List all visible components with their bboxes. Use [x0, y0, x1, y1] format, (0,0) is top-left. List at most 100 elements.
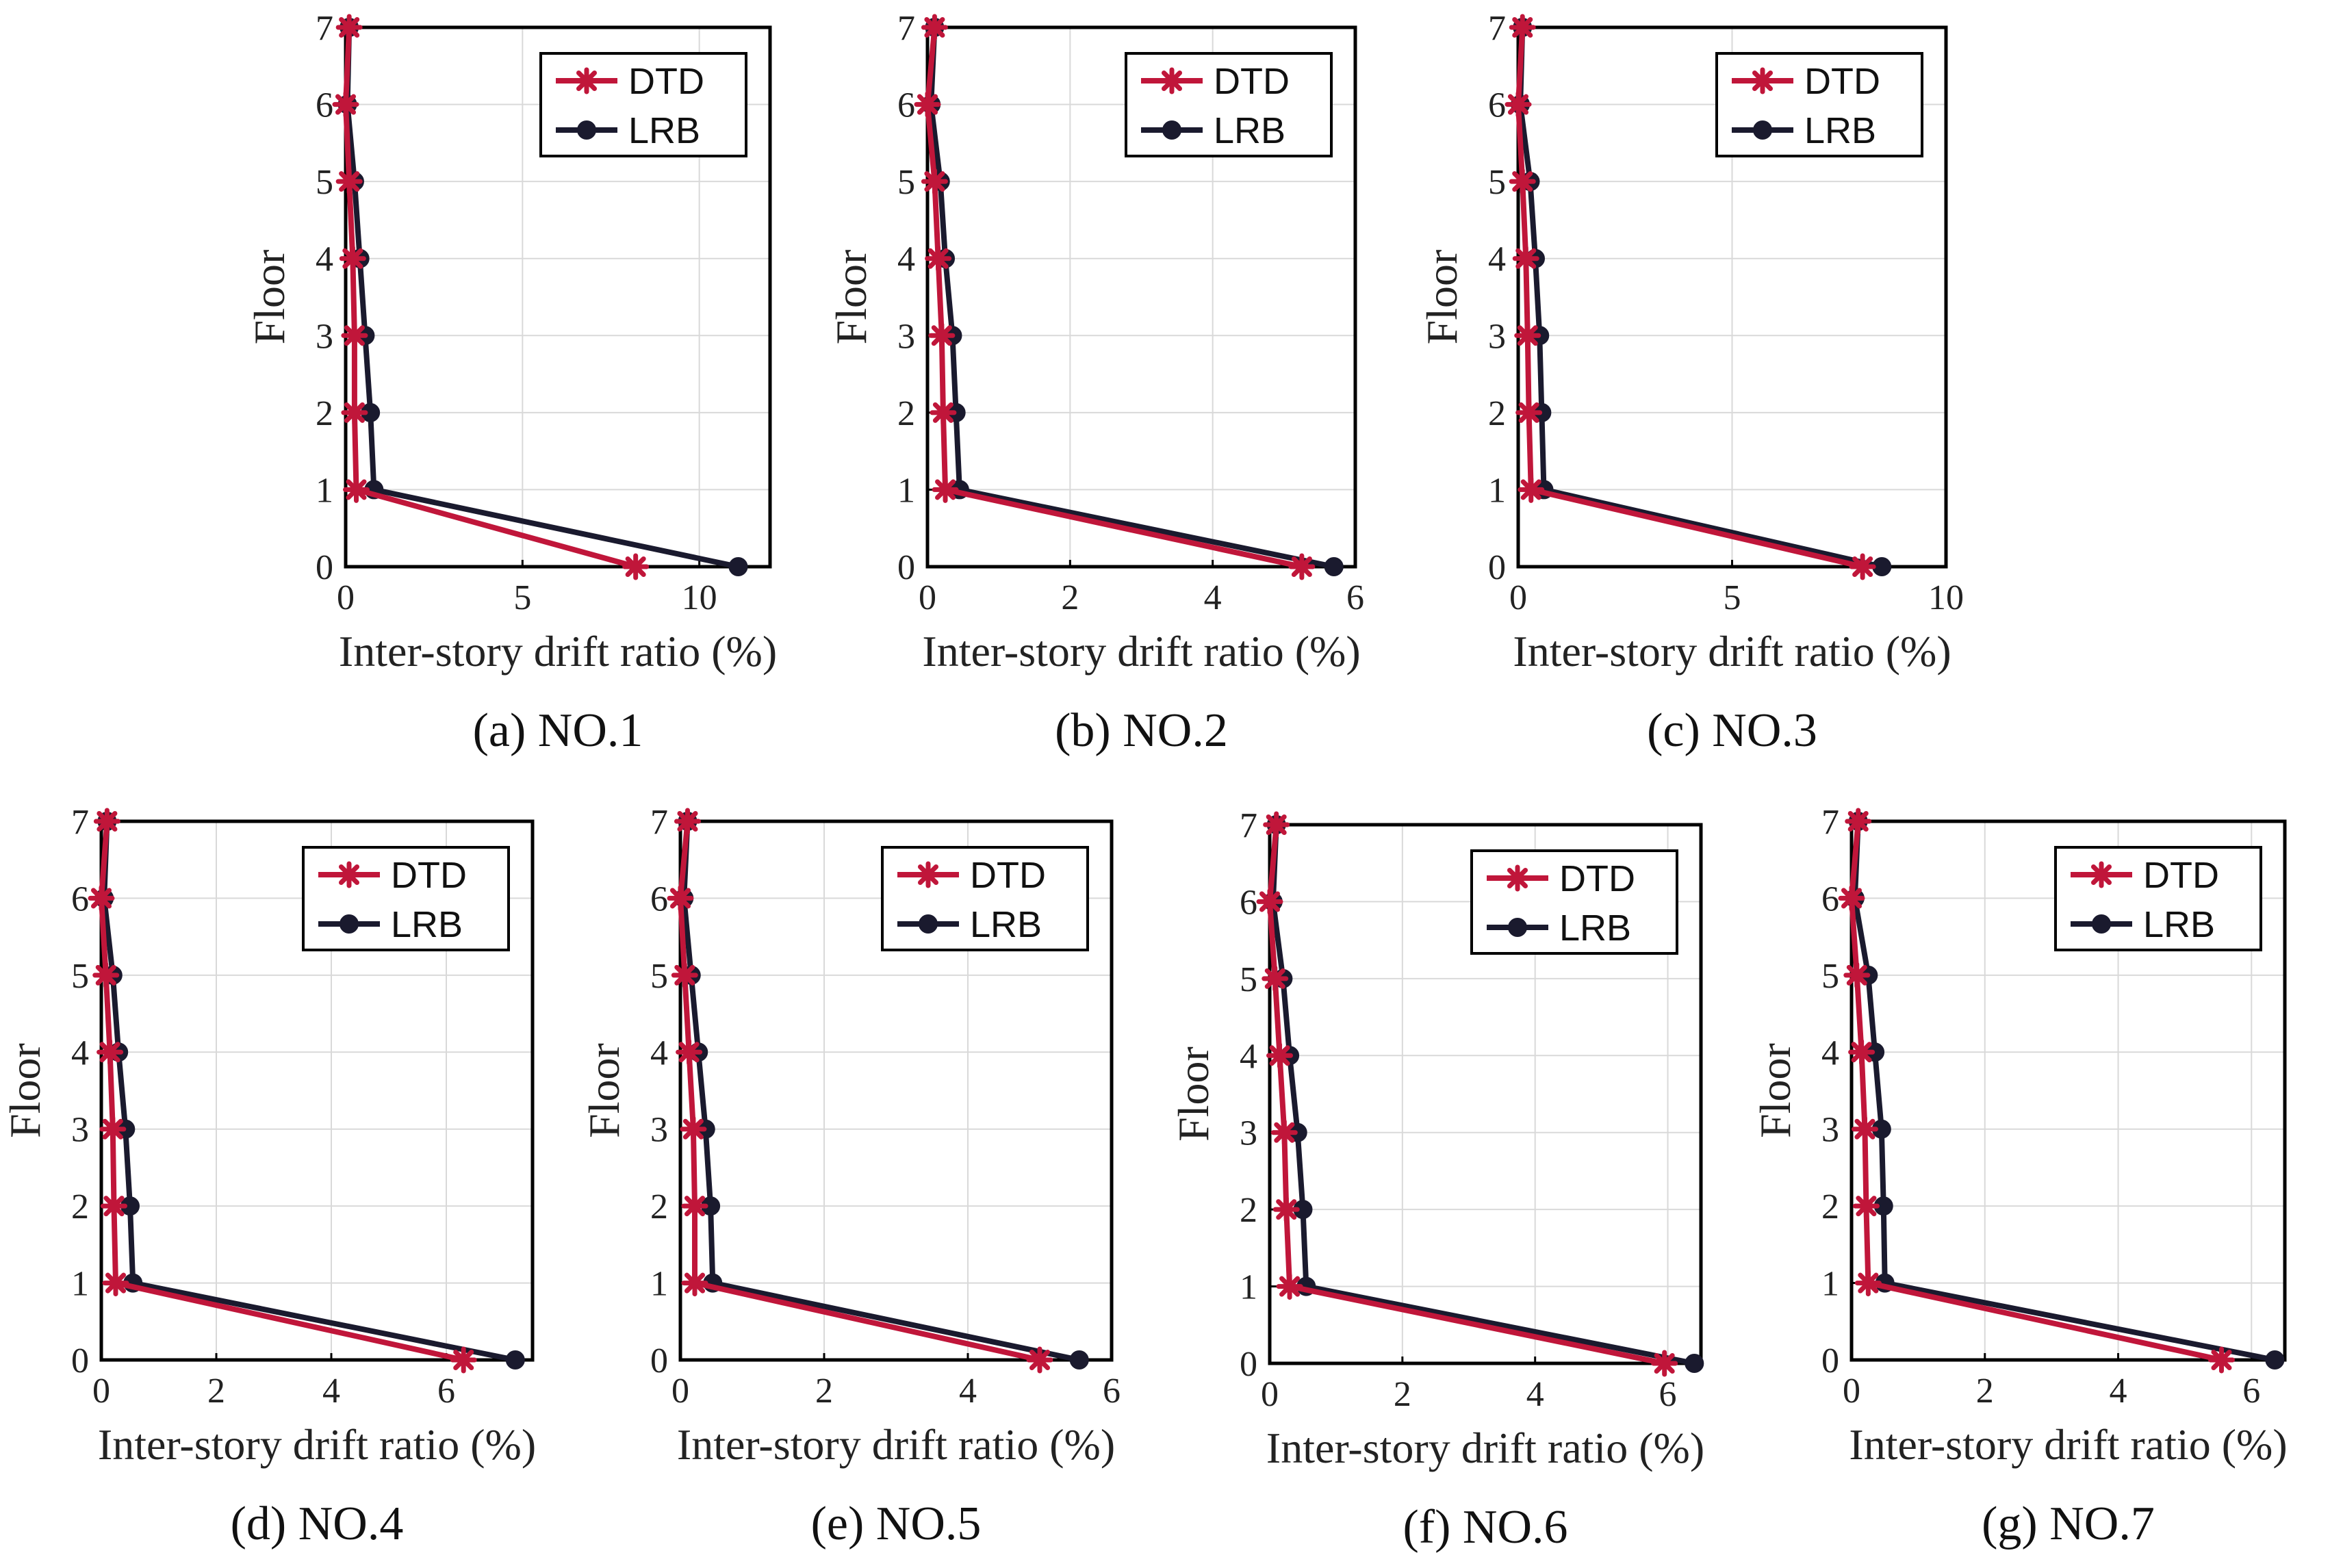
- y-tick-label: 0: [71, 1341, 89, 1380]
- data-point-dtd: [1843, 962, 1871, 989]
- panel-caption: (a) NO.1: [473, 704, 643, 757]
- legend-label-dtd: DTD: [391, 855, 467, 896]
- data-point-dtd: [335, 168, 363, 195]
- data-point-dtd: [1851, 1116, 1878, 1143]
- x-axis-title: Inter-story drift ratio (%): [339, 627, 777, 676]
- series-line-lrb: [101, 821, 516, 1363]
- panel-caption: (c) NO.3: [1647, 704, 1817, 757]
- x-tick-label: 0: [919, 578, 936, 617]
- data-point-dtd: [92, 962, 120, 989]
- data-point-dtd: [97, 1038, 124, 1066]
- legend-label-lrb: LRB: [1214, 110, 1285, 151]
- y-tick-label: 1: [650, 1265, 668, 1304]
- data-point-dtd: [339, 245, 366, 272]
- x-tick-label: 6: [2242, 1372, 2260, 1411]
- data-point-dtd: [1509, 168, 1536, 195]
- data-point-lrb: [1685, 1354, 1704, 1373]
- legend-marker-dtd: [1504, 864, 1531, 892]
- y-tick-label: 7: [316, 9, 333, 48]
- legend-label-dtd: DTD: [2143, 855, 2219, 896]
- data-point-dtd: [622, 553, 650, 580]
- legend-label-lrb: LRB: [391, 904, 463, 945]
- data-point-dtd: [332, 91, 359, 118]
- y-tick-label: 7: [71, 803, 89, 842]
- y-tick-label: 0: [316, 548, 333, 587]
- chart-panel-5: 0 2 4 6 0 1 2 3 4 5 6 7 Inter-story drift ratio (%) F…: [580, 803, 1121, 1550]
- y-tick-label: 5: [1488, 163, 1506, 202]
- data-point-dtd: [1514, 322, 1541, 349]
- data-point-dtd: [674, 808, 701, 835]
- y-tick-label: 4: [1821, 1033, 1839, 1072]
- x-tick-label: 4: [1526, 1375, 1544, 1414]
- y-tick-label: 0: [1240, 1345, 1257, 1384]
- y-axis-title: Floor: [245, 250, 294, 345]
- data-point-dtd: [925, 245, 952, 272]
- y-axis-title: Floor: [1751, 1043, 1800, 1138]
- legend-marker-lrb: [340, 914, 359, 934]
- chart-panel-4: 0 2 4 6 0 1 2 3 4 5 6 7 Inter-story drift ratio (%) F…: [1, 803, 536, 1550]
- legend-marker-dtd: [573, 67, 600, 94]
- legend-marker-dtd: [1749, 67, 1776, 94]
- y-tick-label: 7: [1240, 806, 1257, 845]
- y-tick-label: 2: [650, 1187, 668, 1226]
- plot-frame: [344, 25, 772, 569]
- x-axis-title: Inter-story drift ratio (%): [98, 1420, 536, 1469]
- legend-label-lrb: LRB: [628, 110, 700, 151]
- y-axis-title: Floor: [580, 1043, 628, 1138]
- x-tick-label: 6: [1659, 1375, 1677, 1414]
- data-point-dtd: [1651, 1350, 1678, 1377]
- y-tick-label: 1: [897, 471, 915, 510]
- y-tick-label: 4: [1488, 240, 1506, 279]
- y-axis-title: Floor: [1, 1043, 49, 1138]
- y-tick-label: 3: [897, 317, 915, 356]
- y-tick-label: 3: [316, 317, 333, 356]
- legend-marker-dtd: [1158, 67, 1186, 94]
- y-tick-label: 2: [1240, 1191, 1257, 1230]
- x-tick-label: 2: [815, 1372, 833, 1411]
- data-point-dtd: [335, 14, 363, 41]
- data-point-dtd: [1845, 808, 1872, 835]
- y-tick-label: 0: [1821, 1341, 1839, 1380]
- y-tick-label: 1: [1240, 1268, 1257, 1307]
- x-tick-label: 2: [1061, 578, 1079, 617]
- x-tick-label: 4: [959, 1372, 977, 1411]
- x-tick-label: 4: [322, 1372, 340, 1411]
- data-point-dtd: [341, 322, 368, 349]
- x-axis-title: Inter-story drift ratio (%): [1513, 627, 1951, 676]
- y-axis-title: Floor: [1169, 1046, 1218, 1142]
- data-point-dtd: [2207, 1346, 2235, 1374]
- data-point-dtd: [102, 1270, 129, 1297]
- data-point-lrb: [1324, 557, 1344, 576]
- y-tick-label: 7: [1488, 9, 1506, 48]
- legend-marker-lrb: [1508, 918, 1527, 937]
- y-tick-label: 6: [650, 879, 668, 918]
- panel-caption: (b) NO.2: [1055, 704, 1228, 757]
- legend-label-dtd: DTD: [1559, 858, 1635, 899]
- x-tick-label: 6: [1103, 1372, 1121, 1411]
- x-axis-title: Inter-story drift ratio (%): [677, 1420, 1115, 1469]
- data-point-dtd: [676, 1038, 703, 1066]
- data-point-dtd: [1262, 965, 1289, 992]
- y-tick-label: 2: [316, 394, 333, 433]
- legend-marker-lrb: [2092, 914, 2111, 934]
- legend-marker-dtd: [914, 861, 942, 888]
- panel-caption: (f) NO.6: [1403, 1501, 1567, 1554]
- data-point-dtd: [681, 1270, 708, 1297]
- y-tick-label: 1: [71, 1265, 89, 1304]
- x-tick-label: 2: [1394, 1375, 1411, 1414]
- data-point-dtd: [450, 1346, 477, 1374]
- y-tick-label: 6: [71, 879, 89, 918]
- x-tick-label: 6: [437, 1372, 455, 1411]
- data-point-dtd: [680, 1116, 707, 1143]
- data-point-dtd: [1849, 553, 1876, 580]
- y-tick-label: 2: [71, 1187, 89, 1226]
- data-point-dtd: [1276, 1273, 1303, 1300]
- data-point-dtd: [100, 1192, 127, 1220]
- x-axis-title: Inter-story drift ratio (%): [922, 627, 1360, 676]
- y-tick-label: 6: [1240, 883, 1257, 922]
- y-tick-label: 0: [897, 548, 915, 587]
- chart-panel-3: 0 5 10 0 1 2 3 4 5 6 7 Inter-story drift ratio (%) F…: [1418, 9, 1964, 757]
- y-tick-label: 4: [650, 1033, 668, 1072]
- data-point-dtd: [681, 1192, 708, 1220]
- legend-marker-lrb: [919, 914, 938, 934]
